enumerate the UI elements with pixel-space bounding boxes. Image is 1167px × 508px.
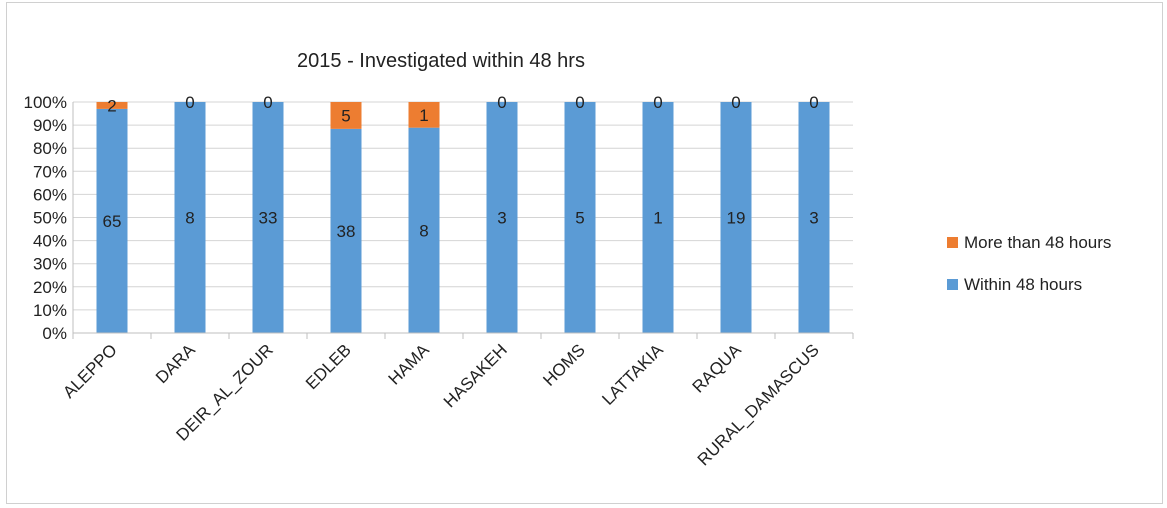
bar-within-48-hours xyxy=(408,127,440,334)
y-axis: 0% 10% 20% 30% 40% 50% 60% 70% 80% 90% 100% xyxy=(24,93,74,343)
category-label: DARA xyxy=(152,340,199,387)
data-label-within: 8 xyxy=(419,221,428,240)
data-label-more: 2 xyxy=(107,96,116,115)
y-tick-label: 20% xyxy=(33,278,67,297)
y-tick-label: 40% xyxy=(33,232,67,251)
data-labels: 65 2 8 0 33 0 38 5 8 1 3 0 5 0 1 0 19 0 3 0 xyxy=(103,93,819,241)
bar-within-48-hours xyxy=(798,102,830,333)
bar-within-48-hours xyxy=(642,102,674,333)
data-label-more: 0 xyxy=(185,93,194,112)
category-label: EDLEB xyxy=(302,340,355,393)
category-label: LATTAKIA xyxy=(598,340,667,409)
data-label-more: 5 xyxy=(341,106,350,125)
bar-more-than-48-hours xyxy=(96,102,128,109)
legend-label: More than 48 hours xyxy=(964,233,1111,252)
category-label: HAMA xyxy=(385,340,434,389)
bar-within-48-hours xyxy=(96,108,128,333)
bar-within-48-hours xyxy=(720,102,752,333)
legend-swatch xyxy=(947,279,958,290)
data-label-within: 38 xyxy=(337,222,356,241)
chart-title: 2015 - Investigated within 48 hrs xyxy=(297,50,585,72)
bar-more-than-48-hours xyxy=(330,102,362,129)
data-label-more: 1 xyxy=(419,106,428,125)
bars xyxy=(96,102,830,334)
data-label-more: 0 xyxy=(263,93,272,112)
y-tick-label: 100% xyxy=(24,93,67,112)
bar-within-48-hours xyxy=(564,102,596,333)
bar-within-48-hours xyxy=(174,102,206,333)
legend-label: Within 48 hours xyxy=(964,275,1082,294)
category-label: HASAKEH xyxy=(440,340,511,411)
data-label-within: 19 xyxy=(727,209,746,228)
legend-swatch xyxy=(947,237,958,248)
y-tick-label: 60% xyxy=(33,185,67,204)
data-label-within: 5 xyxy=(575,209,584,228)
legend: More than 48 hours Within 48 hours xyxy=(947,233,1111,294)
bar-more-than-48-hours xyxy=(408,102,440,128)
y-tick-label: 0% xyxy=(42,324,67,343)
y-tick-label: 70% xyxy=(33,162,67,181)
bar-within-48-hours xyxy=(486,102,518,333)
data-label-more: 0 xyxy=(809,93,818,112)
data-label-within: 3 xyxy=(809,209,818,228)
bar-within-48-hours xyxy=(252,102,284,333)
data-label-within: 3 xyxy=(497,209,506,228)
data-label-within: 1 xyxy=(653,209,662,228)
category-label: ALEPPO xyxy=(59,340,121,402)
category-label: HOMS xyxy=(539,340,588,389)
data-label-more: 0 xyxy=(497,93,506,112)
data-label-more: 0 xyxy=(575,93,584,112)
data-label-more: 0 xyxy=(653,93,662,112)
y-tick-label: 30% xyxy=(33,255,67,274)
stacked-bar-chart: 2015 - Investigated within 48 hrs 0% 10% 2… xyxy=(24,50,1112,469)
data-label-within: 65 xyxy=(103,212,122,231)
category-label: RAQUA xyxy=(689,340,746,397)
chart-frame: 2015 - Investigated within 48 hrs 0% 10% 2… xyxy=(6,2,1163,504)
bar-within-48-hours xyxy=(330,128,362,333)
y-tick-label: 50% xyxy=(33,209,67,228)
data-label-within: 8 xyxy=(185,209,194,228)
y-tick-label: 80% xyxy=(33,139,67,158)
data-label-within: 33 xyxy=(259,209,278,228)
y-tick-label: 90% xyxy=(33,116,67,135)
y-tick-label: 10% xyxy=(33,301,67,320)
data-label-more: 0 xyxy=(731,93,740,112)
